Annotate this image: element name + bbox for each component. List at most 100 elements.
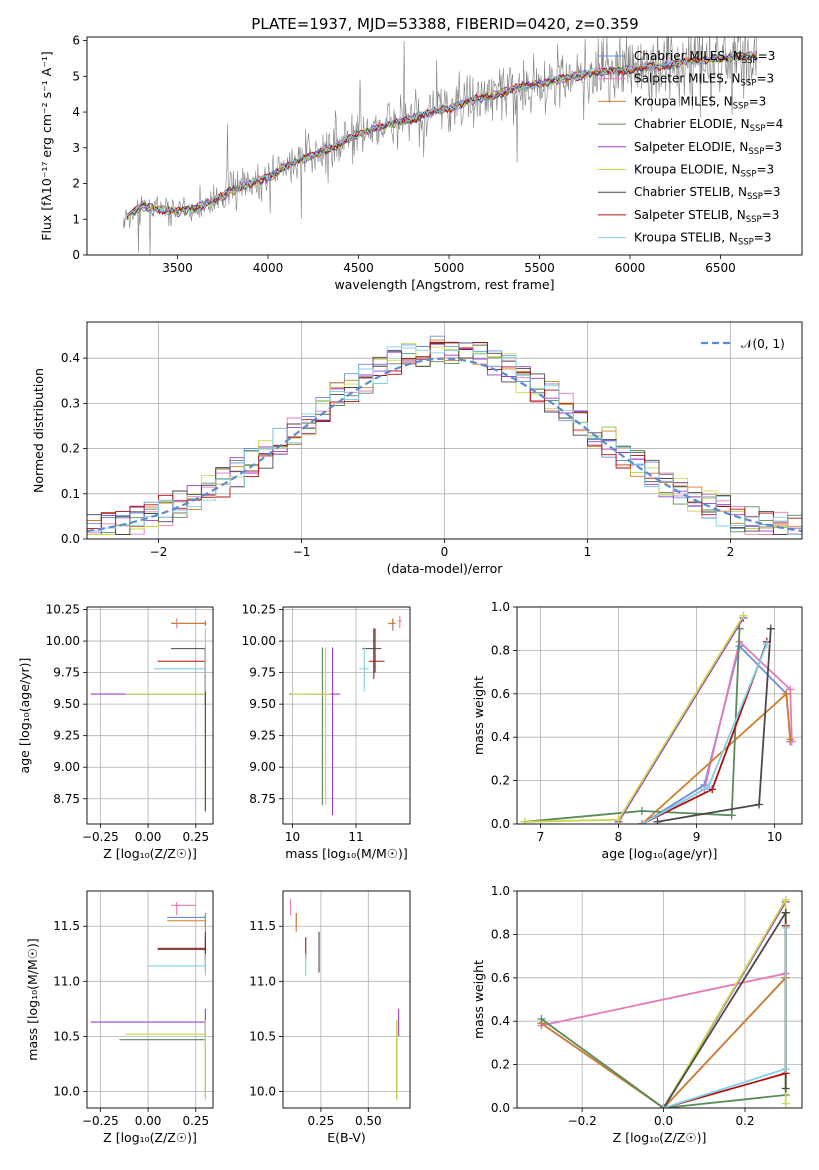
panel-mass-vs-EBV: 0.25 0.50 10.0 10.5 11.0 11.5 E(B-V)	[249, 890, 411, 1145]
tick-label-x: 0.50	[355, 1114, 382, 1128]
tick-label-x: −0.25	[82, 1114, 119, 1128]
errorbar-point	[171, 648, 206, 812]
weight-line-kroupa-miles	[641, 691, 792, 824]
tick-label-y: 5	[72, 69, 80, 83]
errorbar-point	[125, 691, 206, 812]
errorbar-point	[171, 902, 196, 916]
plot-area	[90, 902, 206, 1101]
tick-label-x: 1	[584, 545, 592, 559]
axes-frame	[282, 890, 411, 1109]
errorbar-point	[125, 1019, 206, 1101]
axes: −2 −1 0 1 2 0.0 0.1 0.2 0.3 0.4 (data-model)/error…	[31, 321, 803, 576]
tick-label-y: 0	[72, 248, 80, 262]
tick-label-y: 10.0	[53, 1084, 80, 1098]
legend-suffix: =3	[749, 94, 767, 108]
hist-chabrier-elodie	[87, 342, 802, 534]
x-axis-label: age [log₁₀(age/yr)]	[602, 846, 718, 861]
tick-label-y: 0.8	[491, 643, 510, 657]
errorbar-point	[368, 628, 385, 679]
tick-label-y: 2	[72, 177, 80, 191]
legend-entry: Chabrier ELODIE, NSSP=4	[634, 117, 783, 134]
panel-spectrum: 3500 4000 4500 5000 5500 6000 6500 0 1 2 3 4 5 6 wavel…	[39, 34, 803, 292]
errorbar-point	[148, 953, 206, 976]
tick-label-x: 7	[537, 830, 545, 844]
hist-kroupa-stelib	[87, 343, 802, 535]
tick-label-x: 3500	[162, 261, 193, 275]
panel-age-vs-Z: −0.25 0.00 0.25 8.75 9.00 9.25 9.50 9.75 10.00 10…	[17, 603, 214, 861]
legend-entry: Chabrier STELIB, NSSP=3	[634, 185, 781, 202]
x-axis-label: Z [log₁₀(Z/Z☉)]	[103, 1130, 197, 1145]
weight-marker	[786, 685, 795, 694]
tick-label-x: 10	[767, 830, 782, 844]
errorbar-point	[157, 647, 206, 692]
tick-label-x: 0.25	[182, 830, 209, 844]
hist-salpeter-stelib	[87, 341, 802, 530]
tick-label-x: 0.00	[135, 830, 162, 844]
axes-frame	[282, 606, 411, 825]
tick-label-x: 5000	[434, 261, 465, 275]
errorbar-point	[119, 1019, 206, 1097]
plot-area	[537, 895, 790, 1108]
tick-label-y: 11.5	[53, 919, 80, 933]
legend-entry: Salpeter MILES, NSSP=3	[634, 72, 774, 89]
tick-label-y: 9.00	[53, 760, 80, 774]
y-axis-label: age [log₁₀(age/yr)]	[17, 658, 32, 774]
errorbar-point	[153, 628, 206, 692]
tick-label-y: 9.75	[249, 666, 276, 680]
axes-frame	[516, 890, 803, 1109]
tick-label-x: 0	[441, 545, 449, 559]
tick-label-x: 10	[285, 830, 300, 844]
tick-label-y: 1.0	[491, 600, 510, 614]
weight-line-kroupa-miles	[540, 977, 787, 1108]
tick-label-y: 9.50	[53, 697, 80, 711]
legend-text: Kroupa MILES, N	[634, 94, 733, 108]
tick-label-y: 10.00	[46, 634, 80, 648]
weight-marker	[614, 815, 623, 824]
weight-marker	[653, 817, 662, 824]
legend-subscript: SSP	[742, 56, 758, 66]
tick-label-y: 8.75	[249, 792, 276, 806]
legend-text: Salpeter STELIB, N	[634, 208, 746, 222]
x-axis-label: Z [log₁₀(Z/Z☉)]	[613, 1130, 707, 1145]
legend-text: Chabrier MILES, N	[634, 49, 742, 63]
tick-label-x: 5500	[524, 261, 555, 275]
grid	[87, 891, 213, 1108]
weight-marker	[781, 895, 790, 904]
errorbar-point	[397, 615, 402, 629]
weight-marker	[781, 1084, 790, 1093]
legend-text: Chabrier ELODIE, N	[634, 117, 750, 131]
figure-title: PLATE=1937, MJD=53388, FIBERID=0420, z=0…	[251, 15, 638, 33]
tick-label-y: 0.2	[61, 442, 80, 456]
errorbar-point	[171, 620, 206, 626]
errorbar-point	[362, 628, 382, 673]
plot-area	[520, 611, 796, 824]
hist-chabrier-stelib	[87, 342, 802, 535]
tick-label-y: 10.00	[242, 634, 276, 648]
legend-entry: Kroupa ELODIE, NSSP=3	[634, 163, 774, 180]
legend-subscript: SSP	[746, 215, 762, 225]
tick-label-x: 8	[615, 830, 623, 844]
tick-label-y: 0.0	[491, 817, 510, 831]
weight-line-chabrier-stelib	[657, 628, 772, 823]
weight-marker	[782, 689, 791, 698]
errorbar-point	[167, 913, 206, 927]
axes: −0.25 0.00 0.25 10.0 10.5 11.0 11.5 Z [log₁₀(Z/…	[25, 890, 214, 1145]
legend-text: Kroupa STELIB, N	[634, 231, 738, 245]
tick-label-y: 0.0	[491, 1101, 510, 1115]
tick-label-y: 0.3	[61, 396, 80, 410]
plot-area	[290, 898, 400, 1101]
legend-suffix: =3	[756, 163, 774, 177]
tick-label-x: 4500	[343, 261, 374, 275]
legend-subscript: SSP	[747, 192, 763, 202]
tick-label-y: 0.6	[491, 687, 510, 701]
plot-area	[289, 615, 402, 816]
weight-marker	[637, 806, 646, 815]
weight-marker	[781, 1064, 790, 1073]
tick-label-y: 9.25	[53, 729, 80, 743]
axes: 0.25 0.50 10.0 10.5 11.0 11.5 E(B-V)	[249, 890, 411, 1145]
errorbar-point	[125, 691, 206, 705]
tick-label-y: 0.4	[61, 351, 80, 365]
x-axis-label: wavelength [Angstrom, rest frame]	[334, 277, 554, 292]
axes-frame	[516, 606, 803, 825]
